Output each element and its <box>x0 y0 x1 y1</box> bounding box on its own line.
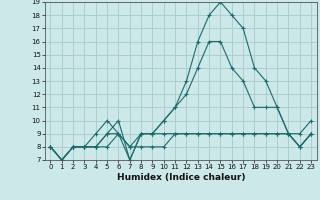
X-axis label: Humidex (Indice chaleur): Humidex (Indice chaleur) <box>116 173 245 182</box>
